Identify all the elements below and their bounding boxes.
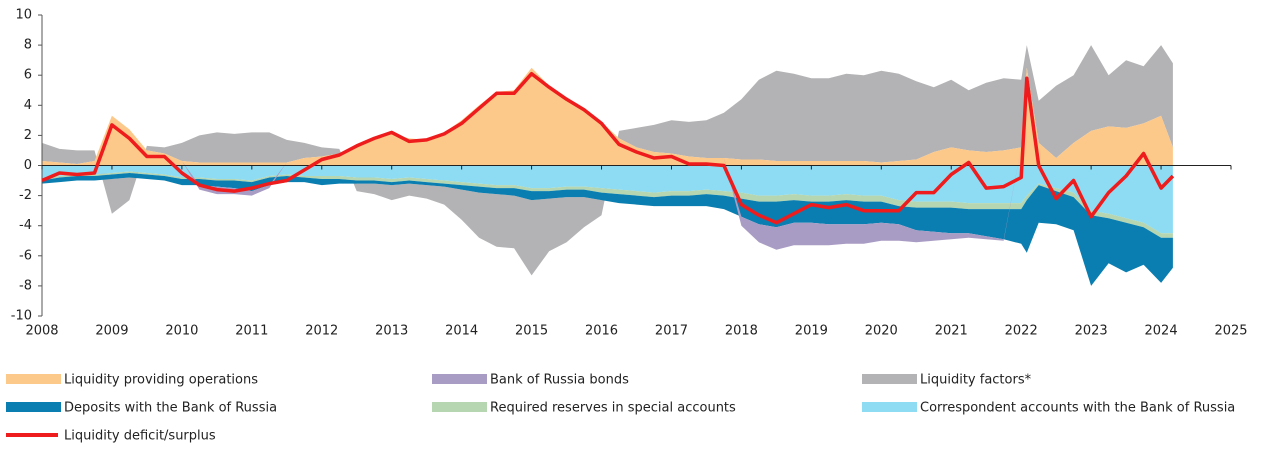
- x-tick-label: 2008: [25, 324, 58, 339]
- legend-swatch: [6, 374, 61, 384]
- x-tick-label: 2011: [235, 324, 268, 339]
- y-tick-label: 0: [24, 158, 32, 173]
- y-tick-label: -10: [11, 309, 32, 324]
- y-tick-label: 2: [24, 128, 32, 143]
- x-tick-label: 2014: [445, 324, 478, 339]
- y-tick-label: 4: [24, 98, 32, 113]
- legend-label: Correspondent accounts with the Bank of …: [920, 401, 1235, 416]
- legend-label: Bank of Russia bonds: [490, 373, 629, 388]
- legend-swatch: [432, 374, 487, 384]
- legend-swatch: [6, 402, 61, 412]
- y-tick-label: 6: [24, 68, 32, 83]
- legend-label: Required reserves in special accounts: [490, 401, 736, 416]
- x-tick-label: 2025: [1214, 324, 1247, 339]
- x-tick-label: 2015: [515, 324, 548, 339]
- legend-swatch: [432, 402, 487, 412]
- legend-label: Liquidity providing operations: [64, 373, 258, 388]
- legend-label: Liquidity factors*: [920, 373, 1032, 388]
- legend-swatch: [862, 402, 917, 412]
- y-tick-label: 10: [15, 8, 32, 23]
- x-tick-label: 2013: [375, 324, 408, 339]
- x-tick-label: 2018: [725, 324, 758, 339]
- x-tick-label: 2010: [165, 324, 198, 339]
- y-tick-label: 8: [24, 38, 32, 53]
- x-tick-label: 2019: [795, 324, 828, 339]
- y-tick-label: -4: [19, 218, 32, 233]
- area: [42, 173, 1173, 286]
- legend-label: Deposits with the Bank of Russia: [64, 401, 277, 416]
- x-tick-label: 2016: [585, 324, 618, 339]
- x-tick-label: 2017: [655, 324, 688, 339]
- x-tick-label: 2009: [95, 324, 128, 339]
- x-tick-label: 2020: [865, 324, 898, 339]
- area: [42, 165, 1173, 234]
- y-tick-label: -8: [19, 278, 32, 293]
- area: [42, 171, 1173, 238]
- x-tick-label: 2012: [305, 324, 338, 339]
- x-tick-label: 2023: [1075, 324, 1108, 339]
- x-tick-label: 2024: [1145, 324, 1178, 339]
- y-tick-label: -2: [19, 188, 32, 203]
- area: [42, 45, 1173, 276]
- deficit-line: [41, 71, 1175, 225]
- legend-swatch: [862, 374, 917, 384]
- x-tick-label: 2021: [935, 324, 968, 339]
- x-tick-label: 2022: [1005, 324, 1038, 339]
- legend-label: Liquidity deficit/surplus: [64, 429, 216, 444]
- y-tick-label: -6: [19, 248, 32, 263]
